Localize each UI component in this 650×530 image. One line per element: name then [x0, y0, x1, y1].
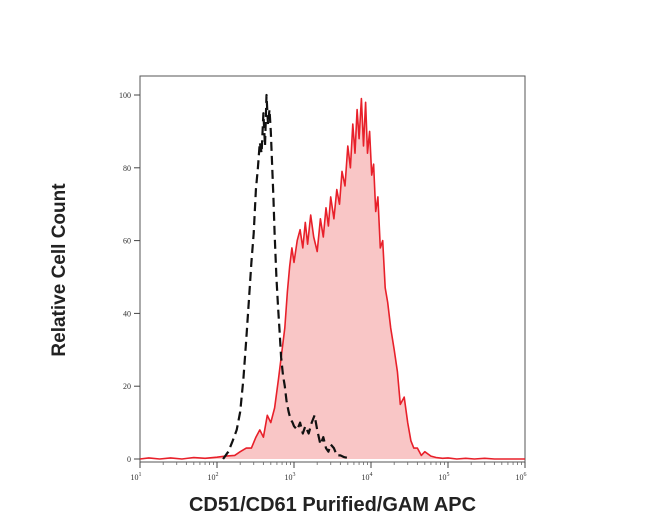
x-axis-title: CD51/CD61 Purified/GAM APC: [188, 494, 477, 516]
x-tick-label: 103: [285, 472, 296, 482]
y-tick-label: 80: [123, 164, 131, 173]
series-area-1: [140, 98, 525, 459]
y-axis-title: Relative Cell Count: [49, 183, 70, 357]
x-tick-label: 105: [439, 472, 450, 482]
x-tick-label: 101: [131, 472, 142, 482]
y-tick-label: 60: [123, 237, 131, 246]
x-tick-label: 102: [208, 472, 219, 482]
y-tick-label: 40: [123, 309, 131, 318]
series-line-2: [222, 93, 352, 461]
y-tick-label: 100: [119, 91, 131, 100]
x-tick-label: 104: [362, 472, 373, 482]
y-tick-label: 0: [127, 455, 131, 464]
plot-frame: [139, 75, 526, 463]
series-line-1: [139, 97, 525, 460]
x-tick-label: 106: [516, 472, 527, 482]
y-tick-label: 20: [123, 382, 131, 391]
